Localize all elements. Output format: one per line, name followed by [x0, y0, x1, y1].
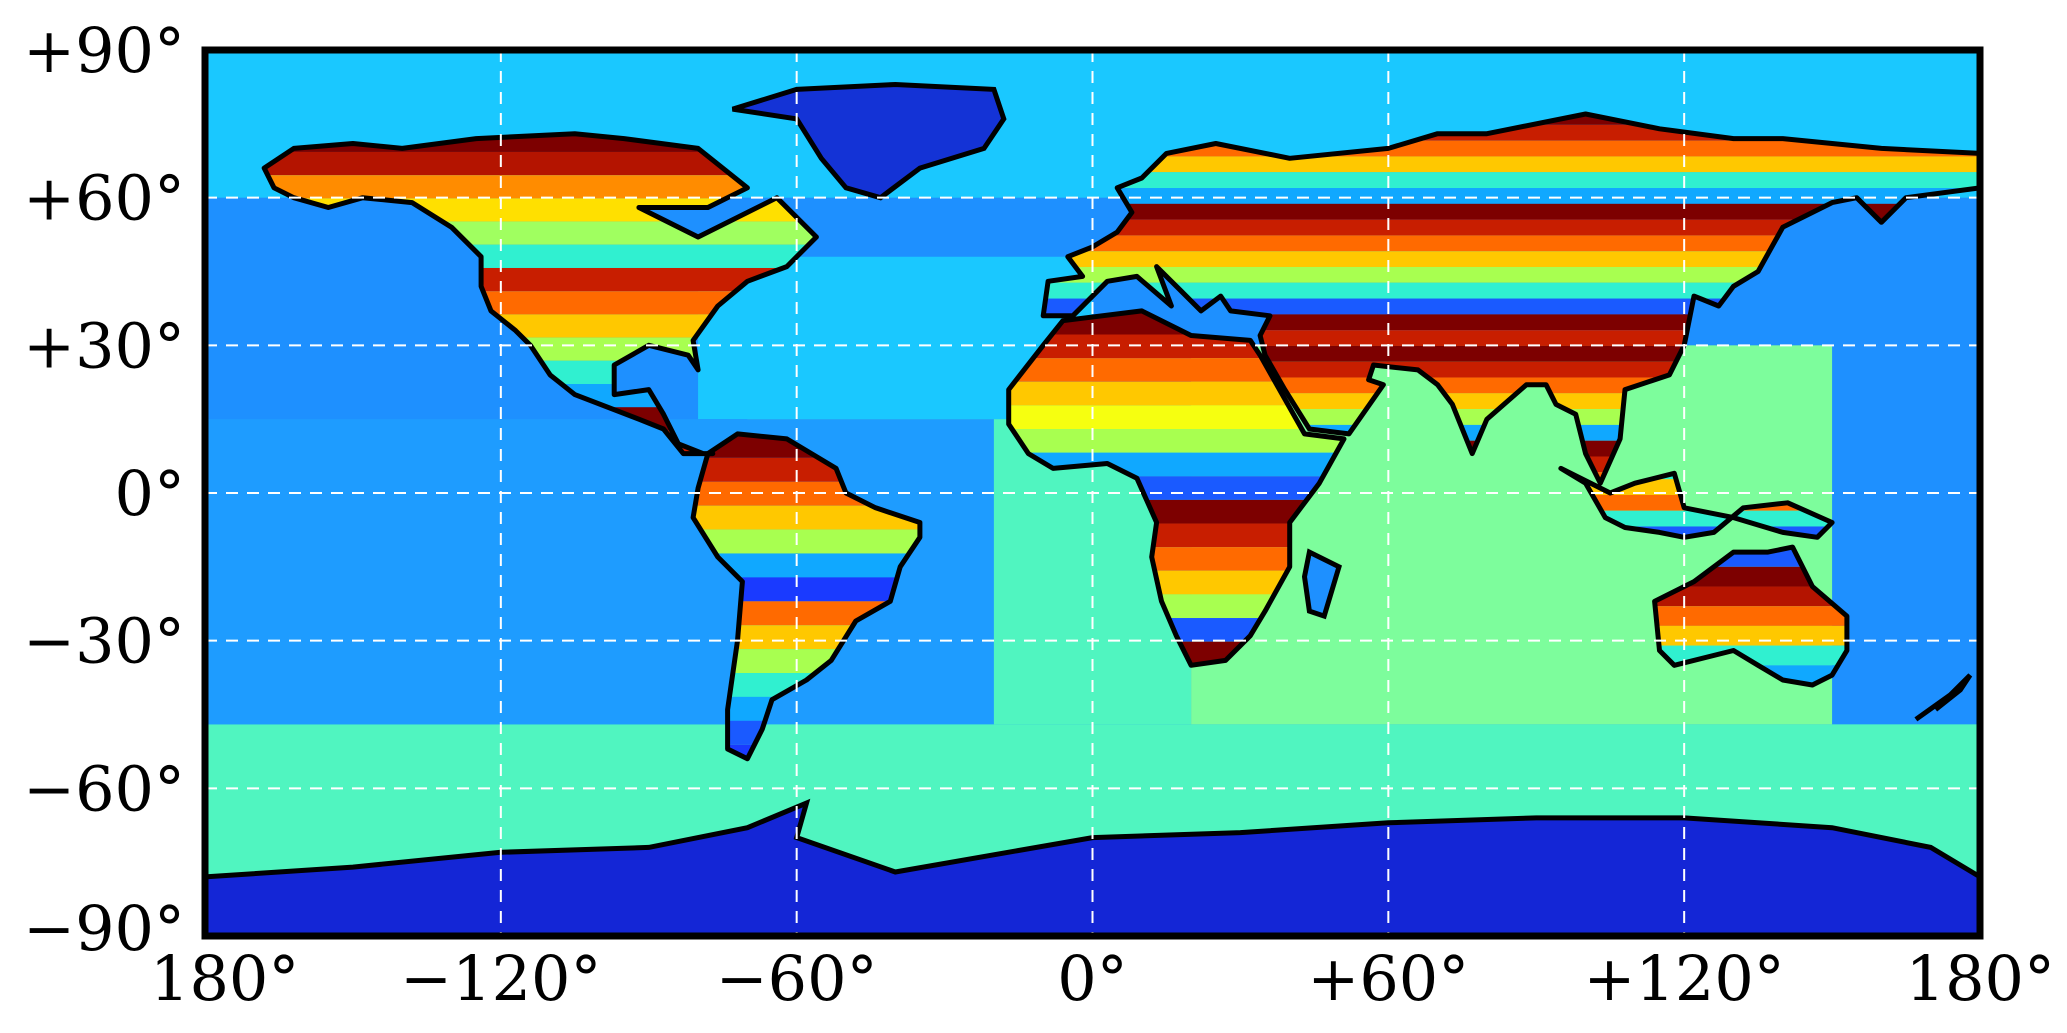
land-eurasia-band [1043, 203, 1980, 220]
land-eurasia-band [1043, 156, 1980, 173]
land-eurasia-band [1043, 219, 1980, 236]
land-eurasia-band [1043, 235, 1980, 252]
land-eurasia-coast [1040, 111, 1980, 486]
y-axis-tick-labels: +90° +60° +30° 0° −30° −60° −90° [23, 14, 185, 965]
land-south-america-band [693, 529, 920, 554]
greenland-coast [731, 81, 1007, 201]
y-tick-label: −30° [23, 605, 185, 678]
x-tick-label: +60° [1307, 942, 1469, 1015]
y-tick-label: +60° [23, 162, 185, 235]
land-africa-coast [1006, 308, 1347, 668]
y-tick-label: −60° [23, 752, 185, 825]
new-zealand-coast [1914, 673, 1973, 722]
x-tick-label: 180° [150, 942, 299, 1015]
land-australia-band [1654, 586, 1847, 607]
land-south-america-coast [690, 431, 923, 762]
plot-frame [201, 46, 1984, 940]
land-indonesia-coast [1558, 465, 1835, 540]
gridlines [205, 50, 1980, 936]
land-south-america-band [693, 577, 920, 602]
land-madagascar [1304, 552, 1339, 617]
y-tick-label: 0° [115, 457, 185, 530]
land-north-america-band [264, 175, 817, 199]
x-tick-label: −60° [716, 942, 878, 1015]
land-indonesia-band [1560, 526, 1833, 538]
land-south-america-band [693, 505, 920, 530]
x-tick-label: +120° [1584, 942, 1785, 1015]
land-eurasia-band [1043, 188, 1980, 204]
map-plot-area [205, 50, 1980, 936]
land-australia-coast [1652, 544, 1850, 688]
y-tick-label: −90° [23, 892, 185, 965]
land-north-america-band [264, 151, 817, 176]
madagascar-coast [1301, 548, 1343, 620]
land-greenland [732, 84, 1004, 198]
coastlines [205, 81, 1980, 880]
y-tick-label: +90° [23, 14, 185, 87]
land-australia-band [1654, 606, 1847, 626]
land-indonesia-band [1560, 510, 1833, 527]
land-eurasia-band [1043, 172, 1980, 189]
x-axis-tick-labels: 180° −120° −60° 0° +60° +120° 180° [150, 942, 2055, 1015]
x-tick-label: 180° [1906, 942, 2055, 1015]
x-tick-label: 0° [1057, 942, 1127, 1015]
antarctica-coast [205, 798, 1980, 880]
land-north-america-coast [261, 131, 819, 457]
x-tick-label: −120° [400, 942, 601, 1015]
land-eurasia-band [1043, 251, 1980, 267]
land-south-america-band [693, 553, 920, 578]
y-tick-label: +30° [23, 309, 185, 382]
